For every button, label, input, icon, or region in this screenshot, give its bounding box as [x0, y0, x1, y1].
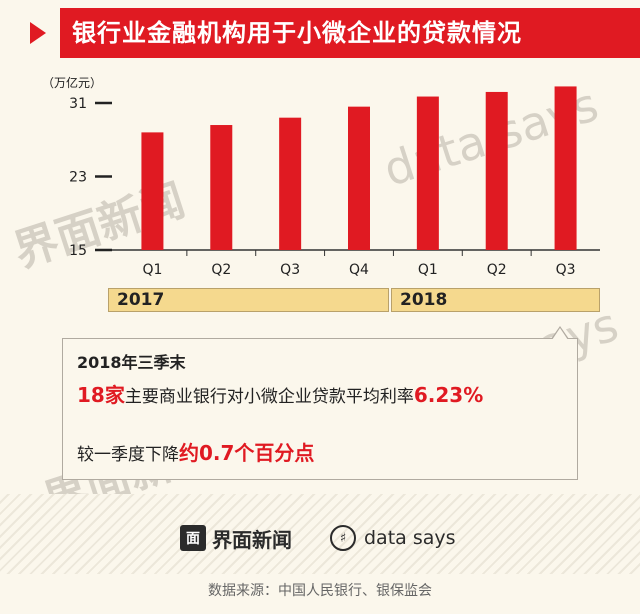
- brand-jiemian-name: 界面新闻: [212, 527, 292, 552]
- bank-count: 18家: [77, 383, 125, 407]
- bar: [416, 96, 439, 250]
- x-tick-label: Q3: [556, 262, 576, 278]
- bar: [348, 106, 370, 250]
- bar-chart: （万亿元） 15 23 31 Q1 Q2 Q3 Q4 Q1 Q2 Q3: [42, 75, 600, 278]
- bar: [210, 125, 233, 250]
- year-group-2017: 2017: [108, 288, 389, 312]
- x-tick-label: Q2: [211, 262, 231, 278]
- change-description: 较一季度下降: [77, 445, 179, 465]
- jiemian-logo-icon: 面: [180, 525, 206, 551]
- callout-title: 2018年三季末: [77, 353, 186, 372]
- data-source: 数据来源：中国人民银行、银保监会: [208, 583, 432, 599]
- x-tick-label: Q3: [280, 262, 300, 278]
- callout-box: 2018年三季末 18家主要商业银行对小微企业贷款平均利率6.23% 较一季度下…: [62, 326, 578, 480]
- rate-description: 主要商业银行对小微企业贷款平均利率: [124, 387, 414, 407]
- year-group-2018: 2018: [391, 288, 600, 312]
- change-value: 约0.7个百分点: [179, 441, 315, 465]
- x-tick-label: Q4: [349, 262, 369, 278]
- x-tick-label: Q2: [487, 262, 507, 278]
- page-title: 银行业金融机构用于小微企业的贷款情况: [60, 8, 640, 58]
- x-tick-label: Q1: [142, 262, 162, 278]
- y-tick-label: 31: [69, 96, 87, 112]
- callout-line-change: 较一季度下降约0.7个百分点: [77, 437, 314, 466]
- callout-line-rate: 18家主要商业银行对小微企业贷款平均利率6.23%: [77, 379, 483, 408]
- brand-jiemian: 面 界面新闻: [180, 522, 292, 554]
- rate-value: 6.23%: [413, 383, 484, 407]
- title-banner: 银行业金融机构用于小微企业的贷款情况: [0, 8, 640, 58]
- bar: [554, 86, 577, 250]
- y-tick-label: 15: [69, 243, 87, 259]
- bar: [141, 132, 164, 250]
- bar: [485, 91, 508, 250]
- bar: [279, 117, 302, 250]
- footer-band: [0, 494, 640, 574]
- year-group-row: 2017 2018: [108, 288, 600, 312]
- brand-datasays-name: data says: [364, 527, 456, 549]
- y-tick-label: 23: [69, 169, 87, 185]
- x-tick-label: Q1: [418, 262, 438, 278]
- y-axis-unit: （万亿元）: [42, 75, 102, 90]
- title-triangle-icon: [30, 22, 46, 44]
- brand-datasays: ♯ data says: [330, 522, 456, 554]
- datasays-logo-icon: ♯: [330, 525, 356, 551]
